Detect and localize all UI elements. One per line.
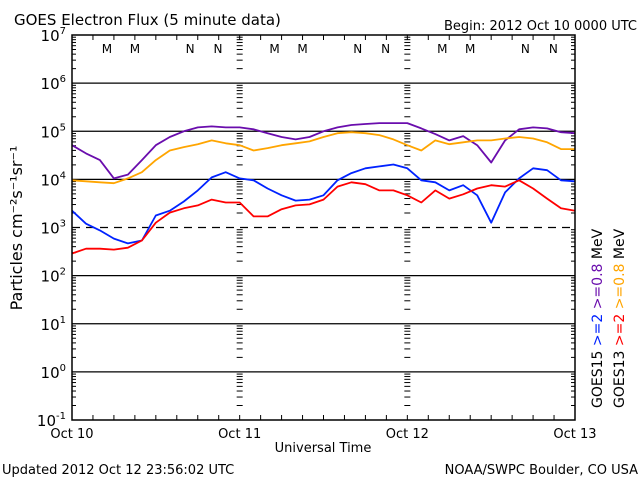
- marker-label: N: [521, 42, 530, 56]
- plot-frame: [71, 34, 576, 421]
- marker-label: N: [549, 42, 558, 56]
- series-line: [71, 163, 576, 245]
- y-tick-labels: 107 106 105 104 103 102 101 100 10-1: [37, 26, 66, 430]
- y-tick-label: 100: [41, 363, 66, 382]
- marker-label: M: [102, 42, 112, 56]
- y-tick-label: 103: [41, 219, 66, 238]
- grid-lines: [72, 82, 575, 373]
- marker-label: M: [437, 42, 447, 56]
- x-tick-label: Oct 12: [386, 427, 429, 442]
- y-tick-label: 101: [41, 315, 66, 334]
- x-tick-label: Oct 11: [218, 427, 261, 442]
- y-tick-label: 105: [41, 122, 66, 141]
- marker-label: M: [297, 42, 307, 56]
- x-tick-label: Oct 10: [50, 427, 93, 442]
- series-line: [71, 179, 576, 255]
- legend-entry: GOES13 >=2 >=0.8 MeV: [612, 228, 628, 408]
- y-tick-label: 106: [41, 74, 66, 93]
- marker-label: M: [130, 42, 140, 56]
- y-tick-label: 102: [41, 267, 66, 286]
- marker-label: M: [465, 42, 475, 56]
- legend-entry: GOES15 >=2 >=0.8 MeV: [590, 228, 606, 408]
- marker-label: M: [269, 42, 279, 56]
- series-line: [71, 122, 576, 180]
- legend: GOES15 >=2 >=0.8 MeV GOES13 >=2 >=0.8 MeV: [590, 228, 628, 408]
- series-lines: [71, 122, 576, 255]
- y-tick-label: 104: [41, 170, 66, 189]
- x-tick-labels: Oct 10 Oct 11 Oct 12 Oct 13: [50, 427, 596, 442]
- y-axis-label: Particles cm⁻²s⁻¹sr⁻¹: [7, 146, 26, 311]
- x-axis-label: Universal Time: [275, 441, 372, 456]
- axis-ticks: [72, 35, 575, 420]
- chart-title: GOES Electron Flux (5 minute data): [14, 11, 281, 29]
- marker-label: N: [381, 42, 390, 56]
- y-tick-label: 107: [41, 26, 66, 45]
- begin-label: Begin: 2012 Oct 10 0000 UTC: [444, 19, 637, 34]
- marker-label: N: [186, 42, 195, 56]
- x-tick-label: Oct 13: [553, 427, 596, 442]
- marker-label: N: [353, 42, 362, 56]
- marker-label: N: [214, 42, 223, 56]
- credit-label: NOAA/SWPC Boulder, CO USA: [445, 463, 638, 478]
- y-tick-label: 10-1: [37, 411, 66, 430]
- updated-timestamp: Updated 2012 Oct 12 23:56:02 UTC: [2, 463, 234, 478]
- series-line: [71, 131, 575, 185]
